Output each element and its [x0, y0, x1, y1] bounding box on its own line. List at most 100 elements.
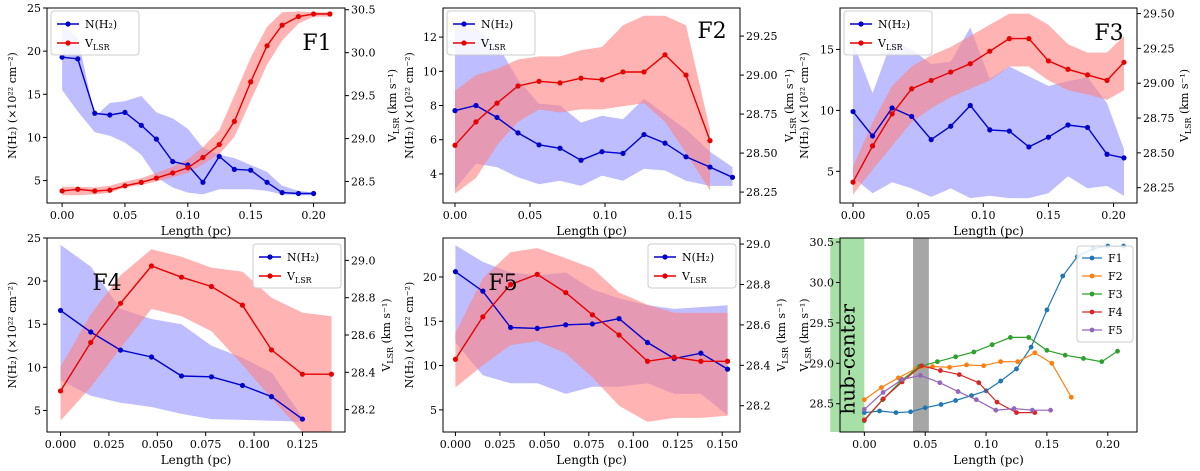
y-right-tick-label: 28.4	[351, 366, 376, 379]
axes-frame	[839, 237, 1138, 433]
vlsr-point	[948, 69, 954, 75]
legend-entry: F2	[1108, 270, 1123, 283]
nh2-point	[208, 374, 215, 380]
nh2-point	[178, 373, 185, 379]
y-left-tick-label: 10	[820, 104, 834, 117]
legend-swatch-marker	[65, 21, 71, 27]
vlsr-point	[75, 186, 81, 192]
nh2-point	[170, 158, 176, 165]
nh2-point	[231, 166, 237, 172]
vlsr-point	[178, 274, 185, 280]
x-tick-label: 0.15	[668, 209, 693, 222]
series-F1-point	[922, 405, 928, 411]
nh2-point	[1121, 155, 1127, 161]
vlsr-point	[671, 354, 677, 360]
vlsr-point	[264, 43, 270, 49]
series-F5-point	[899, 377, 905, 382]
series-F1-point	[953, 398, 959, 403]
legend-entry: N(H₂)	[287, 251, 319, 264]
y-right-tick-label: 29.25	[1143, 42, 1175, 55]
nh2-point	[494, 114, 500, 121]
vlsr-point	[928, 77, 934, 84]
nh2-point	[200, 179, 206, 185]
series-F3-point	[1026, 335, 1032, 340]
series-F4-line	[863, 365, 1035, 421]
series-F5-point	[973, 397, 979, 403]
y-left-tick-label: 25	[27, 232, 41, 245]
legend-swatch-marker	[267, 273, 273, 279]
y-left-tick-label: 29.5	[810, 317, 835, 330]
nh2-point	[698, 350, 704, 356]
series-F1-point	[877, 408, 882, 414]
axes-frame	[839, 7, 1138, 204]
nh2-point	[616, 316, 622, 322]
vlsr-point	[534, 271, 540, 277]
legend: N(H₂) VLSR	[843, 10, 933, 56]
y-right-tick-label: 29.00	[746, 69, 778, 82]
vlsr-point	[153, 175, 159, 181]
y-right-tick-label: 28.75	[1143, 112, 1175, 125]
y-right-label: VLSR (km s⁻¹)	[783, 69, 798, 143]
nh2-point	[850, 108, 856, 115]
nh2-point	[536, 142, 542, 148]
series-F3-point	[1008, 335, 1013, 340]
nh2-point	[599, 149, 605, 155]
y-right-tick-label: 28.4	[746, 359, 771, 372]
nh2-point	[107, 112, 113, 118]
legend: N(H₂) VLSR	[647, 243, 737, 289]
vlsr-point	[328, 371, 335, 377]
x-tick-label: 0.20	[1096, 438, 1121, 451]
vlsr-point	[279, 22, 285, 28]
vlsr-point	[869, 143, 876, 149]
y-right-label: VLSR (km s⁻¹)	[1178, 69, 1193, 143]
series-F1-point	[998, 378, 1004, 384]
panel-label: F4	[92, 271, 121, 296]
legend-entry: F5	[1108, 324, 1123, 337]
y-left-tick-label: 20	[423, 271, 437, 284]
vlsr-point	[299, 371, 306, 377]
legend-swatch-marker	[1089, 291, 1095, 297]
vlsr-point	[117, 300, 124, 306]
legend-entry: N(H₂)	[682, 251, 714, 264]
vlsr-point	[327, 11, 333, 17]
nh2-point	[473, 102, 479, 109]
x-tick-label: 0.15	[1035, 438, 1060, 451]
legend-entry: F3	[1108, 288, 1123, 301]
y-left-tick-label: 30.5	[810, 236, 835, 249]
series-F5-point	[880, 389, 886, 395]
legend-swatch-marker	[858, 21, 864, 27]
x-axis-label: Length (pc)	[953, 453, 1024, 467]
y-left-label: N(H₂) (×10²² cm⁻²)	[403, 282, 416, 389]
x-tick-label: 0.15	[238, 209, 263, 222]
legend-swatch-marker	[662, 273, 668, 279]
series-F3-point	[1115, 348, 1120, 354]
series-F5-point	[955, 389, 961, 394]
series-F4-point	[1014, 410, 1019, 415]
x-tick-label: 0.100	[618, 438, 650, 451]
gray-band	[913, 238, 929, 432]
series-F2-point	[878, 385, 884, 390]
nh2-point	[928, 137, 934, 143]
series-F5-point	[993, 407, 999, 413]
y-right-tick-label: 29.0	[746, 238, 771, 251]
legend-swatch-marker	[1089, 255, 1095, 261]
nh2-point	[216, 153, 222, 160]
nh2-point	[153, 136, 159, 142]
vlsr-point	[122, 183, 128, 189]
series-F2-point	[947, 364, 952, 370]
axes-frame	[46, 7, 346, 204]
series-F5-point	[1011, 406, 1017, 411]
nh2-line	[454, 104, 733, 178]
x-tick-label: 0.00	[841, 209, 866, 222]
y-right-tick-label: 28.50	[1143, 147, 1175, 160]
y-right-tick-label: 29.00	[1143, 77, 1175, 90]
legend-box	[1076, 245, 1134, 343]
y-left-tick-label: 5	[430, 404, 437, 417]
vlsr-point	[310, 11, 317, 17]
vlsr-point	[662, 52, 668, 58]
legend-entry: VLSR	[286, 270, 313, 285]
series-F2-point	[1068, 394, 1074, 400]
nh2-point	[138, 122, 144, 128]
y-right-tick-label: 28.25	[1143, 182, 1175, 195]
y-right-tick-label: 28.8	[746, 278, 771, 291]
